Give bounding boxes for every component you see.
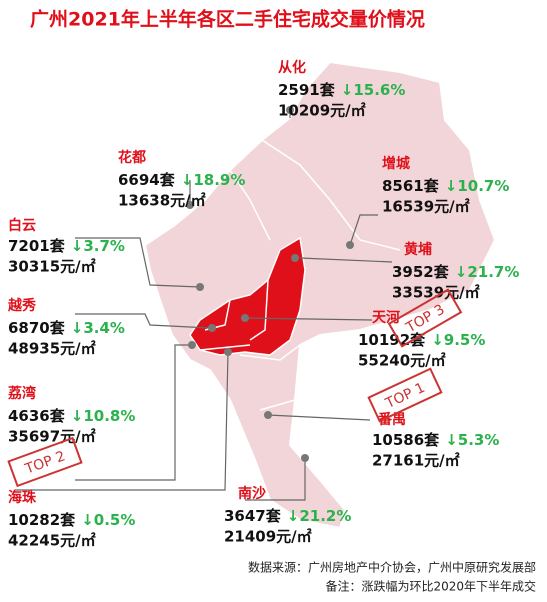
title: 广州2021年上半年各区二手住宅成交量价情况 (30, 8, 425, 31)
district-name: 花都 (118, 149, 146, 166)
change: ↓10.8% (71, 407, 136, 425)
district-name: 白云 (8, 217, 36, 234)
units: 10282套 (8, 511, 76, 529)
units: 3647套 (224, 507, 282, 525)
units: 7201套 (8, 237, 66, 255)
district-price: 10209元/㎡ (278, 102, 366, 120)
district-name: 从化 (278, 59, 306, 76)
change: ↓15.6% (341, 81, 406, 99)
district-units: 6870套 ↓3.4% (8, 319, 125, 337)
units: 2591套 (278, 81, 336, 99)
units: 6870套 (8, 319, 66, 337)
district-units: 4636套 ↓10.8% (8, 407, 135, 425)
change: ↓21.7% (455, 263, 520, 281)
district-units: 8561套 ↓10.7% (382, 177, 509, 195)
district-units: 2591套 ↓15.6% (278, 81, 405, 99)
badge-frame (367, 367, 443, 423)
region-outline (143, 60, 497, 530)
units: 10586套 (372, 431, 440, 449)
units: 4636套 (8, 407, 66, 425)
district-units: 3952套 ↓21.7% (392, 263, 519, 281)
district-name: 天河 (372, 309, 400, 326)
badge-label: TOP 1 (382, 380, 427, 412)
change: ↓5.3% (445, 431, 499, 449)
district-name: 越秀 (7, 297, 37, 314)
change: ↓0.5% (81, 511, 135, 529)
district-price: 33539元/㎡ (392, 284, 480, 302)
district-units: 10282套 ↓0.5% (8, 511, 135, 529)
change: ↓21.2% (287, 507, 352, 525)
district-name: 黄埔 (404, 241, 432, 258)
district-price: 55240元/㎡ (358, 352, 446, 370)
core-districts (189, 236, 306, 356)
change: ↓9.5% (431, 331, 485, 349)
district-price: 35697元/㎡ (8, 428, 96, 446)
district-price: 30315元/㎡ (8, 258, 96, 276)
source: 数据来源：广州房地产中介协会，广州中原研究发展部 (248, 560, 536, 575)
leader-lines (15, 110, 393, 501)
district-price: 21409元/㎡ (224, 528, 312, 546)
dots (186, 106, 354, 462)
units: 3952套 (392, 263, 450, 281)
district-units: 10192套 ↓9.5% (358, 331, 485, 349)
district-units: 3647套 ↓21.2% (224, 507, 351, 525)
badge-frame (387, 288, 463, 348)
district-price: 13638元/㎡ (118, 192, 206, 210)
note: 备注：涨跌幅为环比2020年下半年成交 (325, 579, 536, 594)
district-price: 42245元/㎡ (8, 532, 96, 550)
units: 8561套 (382, 177, 440, 195)
district-price: 16539元/㎡ (382, 198, 470, 216)
district-name: 荔湾 (7, 385, 36, 402)
district-price: 27161元/㎡ (372, 452, 460, 470)
change: ↓18.9% (181, 171, 246, 189)
badge-frame (7, 436, 83, 488)
change: ↓3.7% (71, 237, 125, 255)
district-name: 南沙 (238, 485, 266, 502)
district-border (229, 139, 401, 411)
district-name: 增城 (382, 155, 410, 172)
change: ↓10.7% (445, 177, 510, 195)
badge-label: TOP 2 (22, 448, 67, 478)
units: 6694套 (118, 171, 176, 189)
units: 10192套 (358, 331, 426, 349)
district-price: 48935元/㎡ (8, 340, 96, 358)
district-units: 7201套 ↓3.7% (8, 237, 125, 255)
district-name: 番禺 (377, 411, 406, 428)
district-units: 10586套 ↓5.3% (372, 431, 499, 449)
district-name: 海珠 (8, 489, 37, 506)
district-units: 6694套 ↓18.9% (118, 171, 245, 189)
change: ↓3.4% (71, 319, 125, 337)
